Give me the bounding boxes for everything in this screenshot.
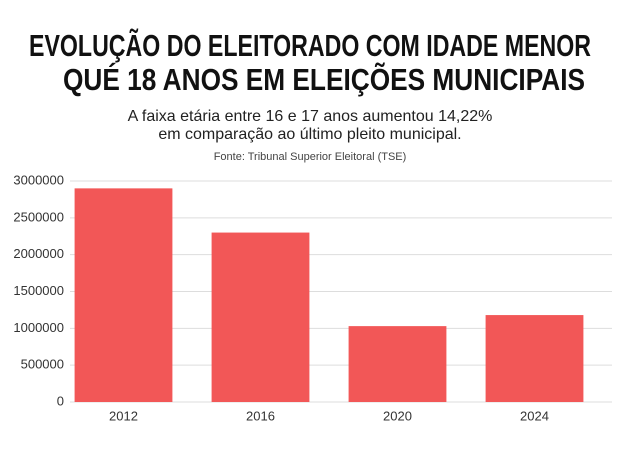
x-tick-label: 2016 — [246, 408, 275, 423]
x-tick-label: 2024 — [520, 408, 549, 423]
y-tick-label: 2000000 — [13, 246, 64, 261]
chart-title: QUÉ 18 ANOS EM ELEIÇÕES MUNICIPAIS — [63, 61, 585, 97]
bar — [348, 326, 447, 402]
x-tick-label: 2020 — [383, 408, 412, 423]
y-tick-label: 0 — [57, 393, 64, 408]
y-tick-label: 3000000 — [13, 172, 64, 187]
bar — [211, 232, 310, 402]
y-tick-label: 2500000 — [13, 209, 64, 224]
y-tick-label: 1000000 — [13, 320, 64, 335]
x-tick-label: 2012 — [109, 408, 138, 423]
chart-subtitle: A faixa etária entre 16 e 17 anos aument… — [128, 108, 493, 125]
source-note: Fonte: Tribunal Superior Eleitoral (TSE) — [214, 151, 407, 163]
y-tick-label: 500000 — [21, 357, 64, 372]
bar — [485, 315, 584, 402]
bar — [74, 188, 173, 402]
chart-subtitle: em comparação ao último pleito municipal… — [158, 126, 461, 143]
chart-title: EVOLUÇÃO DO ELEITORADO COM IDADE MENOR — [29, 28, 591, 63]
y-tick-label: 1500000 — [13, 283, 64, 298]
